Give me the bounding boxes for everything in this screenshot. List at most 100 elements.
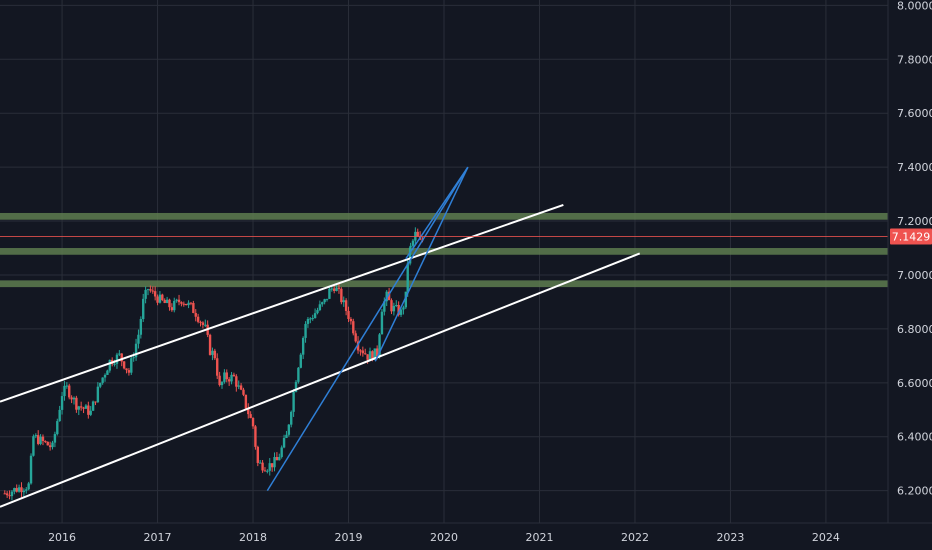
candle-body <box>130 358 133 373</box>
candle-body <box>20 487 23 493</box>
candle-body <box>380 311 384 335</box>
candle-body <box>409 245 412 248</box>
candle-body <box>5 493 9 496</box>
candle-body <box>349 318 353 322</box>
candle-body <box>175 299 178 301</box>
candle-body <box>239 385 243 390</box>
candle-body <box>75 397 78 410</box>
candle-body <box>347 310 350 319</box>
trendline <box>374 166 469 362</box>
candle-body <box>218 375 221 386</box>
candle-body <box>108 359 112 371</box>
candle-body <box>29 455 33 484</box>
candle-body <box>258 462 262 464</box>
candle-body <box>68 385 71 398</box>
candle-body <box>122 361 126 369</box>
candle-body <box>225 372 228 380</box>
candle-body <box>266 470 269 472</box>
price-zone <box>0 280 888 288</box>
candle-body <box>103 374 107 378</box>
candle-body <box>297 367 300 382</box>
candle-body <box>251 417 255 427</box>
price-axis[interactable]: 6.2000 6.4000 6.6000 6.8000 7.0000 7.2000 7.40… <box>887 0 932 523</box>
trendline <box>0 203 564 403</box>
candle-body <box>46 441 49 446</box>
candle-body <box>397 304 400 315</box>
candle-body <box>194 313 197 317</box>
candle-body <box>306 318 310 324</box>
candle-body <box>58 409 61 422</box>
candle-body <box>278 456 281 461</box>
candle-body <box>139 319 143 335</box>
candle-body <box>323 299 326 303</box>
candle-body <box>17 487 21 492</box>
candle-body <box>204 324 207 326</box>
candle-body <box>275 457 279 461</box>
candle-body <box>230 374 233 382</box>
candle-body <box>94 401 97 403</box>
candle-body <box>137 334 140 344</box>
candle-body <box>134 343 138 358</box>
candle-body <box>261 462 264 471</box>
candle-body <box>79 406 83 408</box>
candle-body <box>211 350 214 355</box>
trendline <box>0 252 641 508</box>
candle-body <box>70 397 73 400</box>
x-tick-label: 2017 <box>144 531 172 544</box>
candle-body <box>371 351 374 360</box>
candle-body <box>268 463 271 471</box>
candle-body <box>199 321 202 323</box>
candle-body <box>51 442 54 448</box>
candle-body <box>335 287 338 291</box>
candle-body <box>299 354 302 368</box>
candle-body <box>142 298 145 320</box>
candle-body <box>151 290 154 292</box>
candle-body <box>375 348 379 357</box>
candle-body <box>270 463 274 468</box>
candle-body <box>60 396 64 410</box>
candle-body <box>237 385 240 387</box>
candle-body <box>149 289 152 291</box>
y-tick-label: 7.2000 <box>897 215 932 228</box>
candle-body <box>15 488 18 492</box>
candle-body <box>127 370 131 373</box>
candle-body <box>56 421 59 435</box>
candle-body <box>244 394 248 409</box>
y-tick-label: 6.6000 <box>897 377 932 390</box>
candle-body <box>290 411 293 425</box>
y-tick-label: 8.0000 <box>897 0 932 12</box>
y-tick-label: 7.6000 <box>897 107 932 120</box>
trendline <box>405 166 469 260</box>
candle-body <box>213 350 217 359</box>
candle-body <box>273 457 276 468</box>
candle-body <box>168 299 171 308</box>
time-axis[interactable]: 2016 2017 2018 2019 2020 2021 2022 2023 2024 <box>0 522 932 544</box>
price-zone <box>0 248 888 255</box>
candle-body <box>192 303 195 314</box>
candle-body <box>227 379 231 382</box>
candle-body <box>368 351 372 360</box>
candle-body <box>342 300 345 303</box>
candle-body <box>337 287 341 289</box>
candle-body <box>316 310 319 314</box>
candle-body <box>301 337 305 355</box>
candle-body <box>330 288 334 290</box>
candle-body <box>383 301 386 312</box>
candle-body <box>189 302 193 304</box>
candle-body <box>27 483 30 490</box>
candle-body <box>77 406 80 410</box>
candle-body <box>65 385 69 387</box>
candle-body <box>177 299 181 303</box>
candle-body <box>399 309 403 315</box>
y-tick-label: 7.0000 <box>897 269 932 282</box>
candle-body <box>161 294 164 301</box>
x-tick-label: 2021 <box>525 531 553 544</box>
candle-body <box>44 441 47 443</box>
candle-body <box>311 318 314 320</box>
candle-body <box>22 490 26 493</box>
candle-body <box>249 414 252 418</box>
candle-body <box>36 435 40 444</box>
candle-body <box>254 426 257 447</box>
candle-body <box>328 288 331 299</box>
